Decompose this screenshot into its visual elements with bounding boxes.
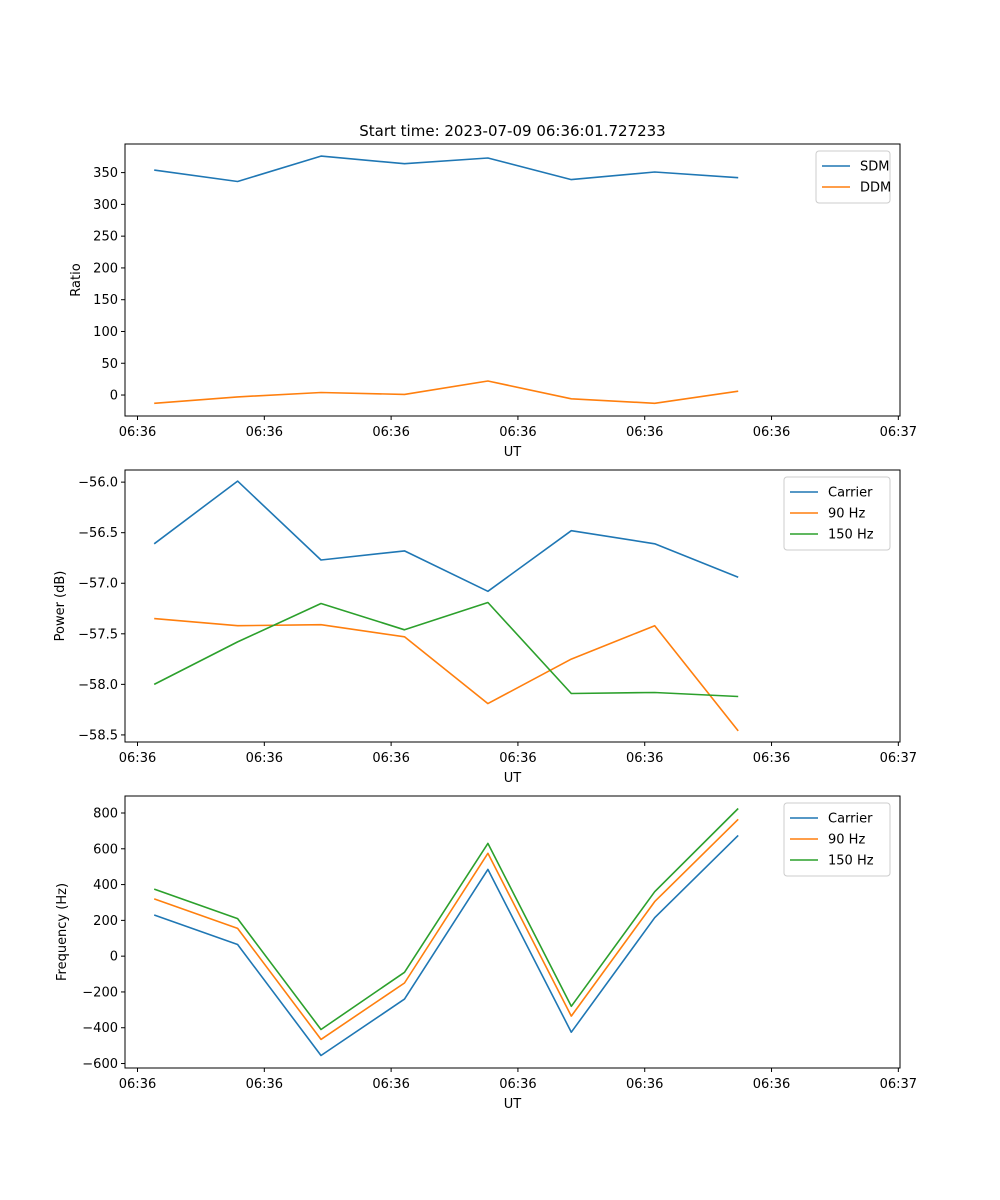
ratio-y-tick-label: 250 <box>93 230 118 245</box>
frequency-legend-label-carrier: Carrier <box>828 812 873 827</box>
power-y-tick-label: −57.5 <box>78 627 118 642</box>
frequency-y-tick-label: 0 <box>110 950 118 965</box>
power-y-tick-label: −56.5 <box>78 526 118 541</box>
power-x-tick-label: 06:36 <box>246 751 283 766</box>
frequency-y-tick-label: −600 <box>82 1057 118 1072</box>
frequency-x-axis-label: UT <box>504 1097 522 1112</box>
frequency-y-tick-label: 400 <box>93 878 118 893</box>
frequency-y-tick-label: 600 <box>93 842 118 857</box>
ratio-y-tick-label: 200 <box>93 261 118 276</box>
power-x-axis-label: UT <box>504 771 522 786</box>
frequency-x-tick-label: 06:36 <box>372 1077 409 1092</box>
ratio-x-ticks: 06:36 06:36 06:36 06:36 06:36 06:36 06:37 <box>119 416 917 440</box>
frequency-series-lines <box>153 807 739 1057</box>
frequency-line-90-hz <box>153 818 739 1041</box>
power-x-tick-label: 06:36 <box>372 751 409 766</box>
frequency-legend-label-150-hz: 150 Hz <box>828 854 874 869</box>
power-legend-box <box>783 476 891 551</box>
ratio-plot-frame <box>124 143 901 417</box>
frequency-x-tick-label: 06:36 <box>626 1077 663 1092</box>
power-panel: −58.5−58.0−57.5−57.0−56.5−56.0 06:36 06:3… <box>53 469 917 786</box>
ratio-x-tick-label: 06:36 <box>753 425 790 440</box>
ratio-line-sdm <box>154 155 739 183</box>
ratio-legend: SDM DDM <box>815 150 891 204</box>
power-line-90-hz <box>154 617 739 732</box>
frequency-x-tick-label: 06:36 <box>499 1077 536 1092</box>
power-line-150-hz <box>153 601 739 698</box>
ratio-y-tick-label: 150 <box>93 293 118 308</box>
frequency-y-axis-label: Frequency (Hz) <box>55 883 70 981</box>
power-y-tick-label: −58.0 <box>78 678 118 693</box>
power-x-tick-label: 06:36 <box>499 751 536 766</box>
power-series-lines <box>153 480 739 732</box>
power-x-ticks: 06:36 06:36 06:36 06:36 06:36 06:36 06:37 <box>119 742 917 766</box>
frequency-y-tick-label: 200 <box>93 914 118 929</box>
frequency-legend-label-90-hz: 90 Hz <box>828 833 865 848</box>
frequency-x-tick-label: 06:36 <box>753 1077 790 1092</box>
ratio-legend-box <box>815 150 891 204</box>
power-plot-frame <box>124 469 901 743</box>
power-y-tick-label: −56.0 <box>78 476 118 491</box>
power-y-axis-label: Power (dB) <box>53 571 68 642</box>
ratio-x-tick-label: 06:37 <box>880 425 917 440</box>
ratio-y-tick-label: 300 <box>93 198 118 213</box>
power-x-tick-label: 06:36 <box>753 751 790 766</box>
power-legend-label-90-hz: 90 Hz <box>828 507 865 522</box>
frequency-x-tick-label: 06:36 <box>119 1077 156 1092</box>
ratio-x-tick-label: 06:36 <box>246 425 283 440</box>
frequency-plot-frame <box>124 795 901 1069</box>
frequency-x-tick-label: 06:37 <box>880 1077 917 1092</box>
ratio-x-tick-label: 06:36 <box>626 425 663 440</box>
frequency-y-tick-label: −200 <box>82 985 118 1000</box>
ratio-x-tick-label: 06:36 <box>372 425 409 440</box>
ratio-legend-label-ddm: DDM <box>860 181 891 196</box>
ratio-y-tick-label: 350 <box>93 166 118 181</box>
power-y-tick-label: −57.0 <box>78 577 118 592</box>
ratio-y-tick-label: 0 <box>110 389 118 404</box>
frequency-y-ticks: −600 −400 −200 0 200 400 600 800 <box>82 807 125 1072</box>
ratio-legend-label-sdm: SDM <box>860 160 889 175</box>
power-legend-label-150-hz: 150 Hz <box>828 528 874 543</box>
power-legend: Carrier 90 Hz 150 Hz <box>783 476 891 551</box>
frequency-legend-box <box>783 802 891 877</box>
ratio-y-tick-label: 100 <box>93 325 118 340</box>
frequency-legend: Carrier 90 Hz 150 Hz <box>783 802 891 877</box>
power-x-tick-label: 06:36 <box>626 751 663 766</box>
ratio-y-ticks: 0 50 100 150 200 250 300 350 <box>93 166 125 404</box>
power-y-tick-label: −58.5 <box>78 728 118 743</box>
frequency-line-150-hz <box>153 807 739 1031</box>
power-y-ticks: −58.5 −58.0 −57.5 −57.0 −56.5 −56.0 <box>78 476 125 743</box>
frequency-y-tick-label: −400 <box>82 1021 118 1036</box>
figure-title: Start time: 2023-07-09 06:36:01.727233 <box>359 122 665 140</box>
frequency-line-carrier <box>153 834 739 1057</box>
ratio-series-lines <box>154 155 739 405</box>
power-line-carrier <box>153 480 739 593</box>
power-legend-label-carrier: Carrier <box>828 486 873 501</box>
ratio-x-tick-label: 06:36 <box>119 425 156 440</box>
ratio-y-axis-label: Ratio <box>69 263 84 296</box>
ratio-y-tick-label: 50 <box>101 357 118 372</box>
frequency-y-tick-label: 800 <box>93 807 118 822</box>
frequency-x-tick-label: 06:36 <box>246 1077 283 1092</box>
power-x-tick-label: 06:36 <box>119 751 156 766</box>
frequency-x-ticks: 06:36 06:36 06:36 06:36 06:36 06:36 06:37 <box>119 1068 917 1092</box>
ratio-line-ddm <box>154 380 739 405</box>
power-x-tick-label: 06:37 <box>880 751 917 766</box>
ratio-x-axis-label: UT <box>504 445 522 460</box>
ratio-x-tick-label: 06:36 <box>499 425 536 440</box>
